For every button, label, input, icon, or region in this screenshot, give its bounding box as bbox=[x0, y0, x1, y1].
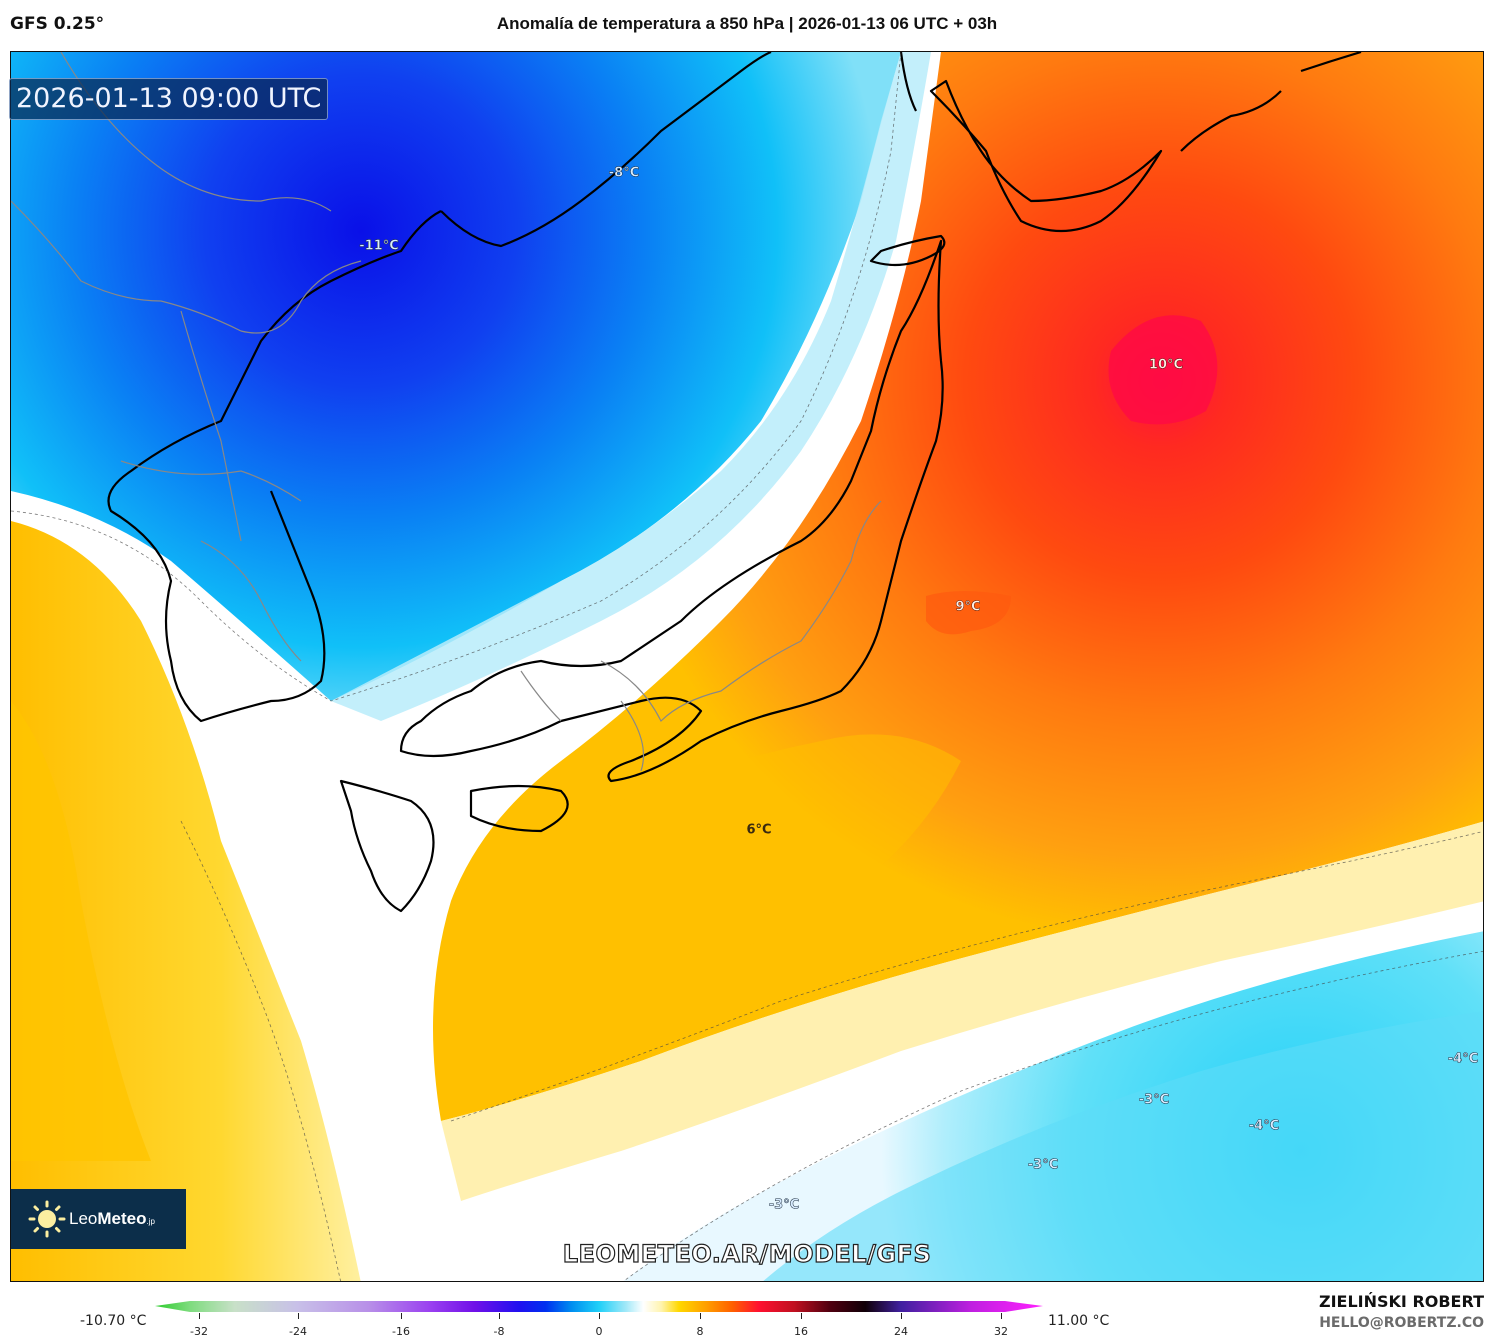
sun-icon bbox=[27, 1199, 67, 1239]
contour-label: -3°C bbox=[1138, 1092, 1170, 1108]
colorbar-tick-label: 32 bbox=[994, 1325, 1008, 1338]
colorbar-max-label: 11.00 °C bbox=[1048, 1313, 1110, 1329]
leometeo-logo[interactable]: LeoMeteo.jp bbox=[11, 1189, 186, 1249]
valid-time-badge: 2026-01-13 09:00 UTC bbox=[9, 78, 329, 120]
contour-label: 10°C bbox=[1148, 357, 1184, 373]
map-canvas bbox=[11, 52, 1483, 1281]
contour-label: -4°C bbox=[1447, 1051, 1479, 1067]
contour-label: -11°C bbox=[359, 238, 399, 254]
logo-text: LeoMeteo.jp bbox=[69, 1209, 155, 1228]
colorbar-tick-label: -8 bbox=[493, 1325, 505, 1338]
colorbar-min-label: -10.70 °C bbox=[80, 1313, 147, 1329]
colorbar-tick-label: -24 bbox=[289, 1325, 307, 1338]
contour-label: -8°C bbox=[608, 165, 640, 181]
chart-title: Anomalía de temperatura a 850 hPa | 2026… bbox=[496, 14, 998, 33]
temperature-anomaly-map[interactable]: -8°C -11°C 10°C 9°C 6°C -4°C -3°C -4°C -… bbox=[10, 51, 1484, 1282]
colorbar-tick-label: 0 bbox=[595, 1325, 603, 1338]
contour-label: 6°C bbox=[746, 822, 772, 838]
author-name: ZIELIŃSKI ROBERT bbox=[1318, 1292, 1484, 1311]
model-name: GFS 0.25° bbox=[10, 14, 105, 34]
colorbar-tick-label: -32 bbox=[190, 1325, 208, 1338]
colorbar-tick-label: 24 bbox=[894, 1325, 908, 1338]
source-watermark: LEOMETEO.AR/MODEL/GFS bbox=[562, 1239, 932, 1268]
contour-label: -4°C bbox=[1248, 1118, 1280, 1134]
contour-label: -3°C bbox=[768, 1197, 800, 1213]
author-email[interactable]: HELLO@ROBERTZ.CO bbox=[1319, 1315, 1484, 1331]
colorbar bbox=[155, 1301, 1043, 1312]
colorbar-tick-label: -16 bbox=[392, 1325, 410, 1338]
colorbar-tick-label: 16 bbox=[794, 1325, 808, 1338]
colorbar-tick-label: 8 bbox=[696, 1325, 704, 1338]
contour-label: 9°C bbox=[955, 599, 981, 615]
contour-label: -3°C bbox=[1027, 1157, 1059, 1173]
